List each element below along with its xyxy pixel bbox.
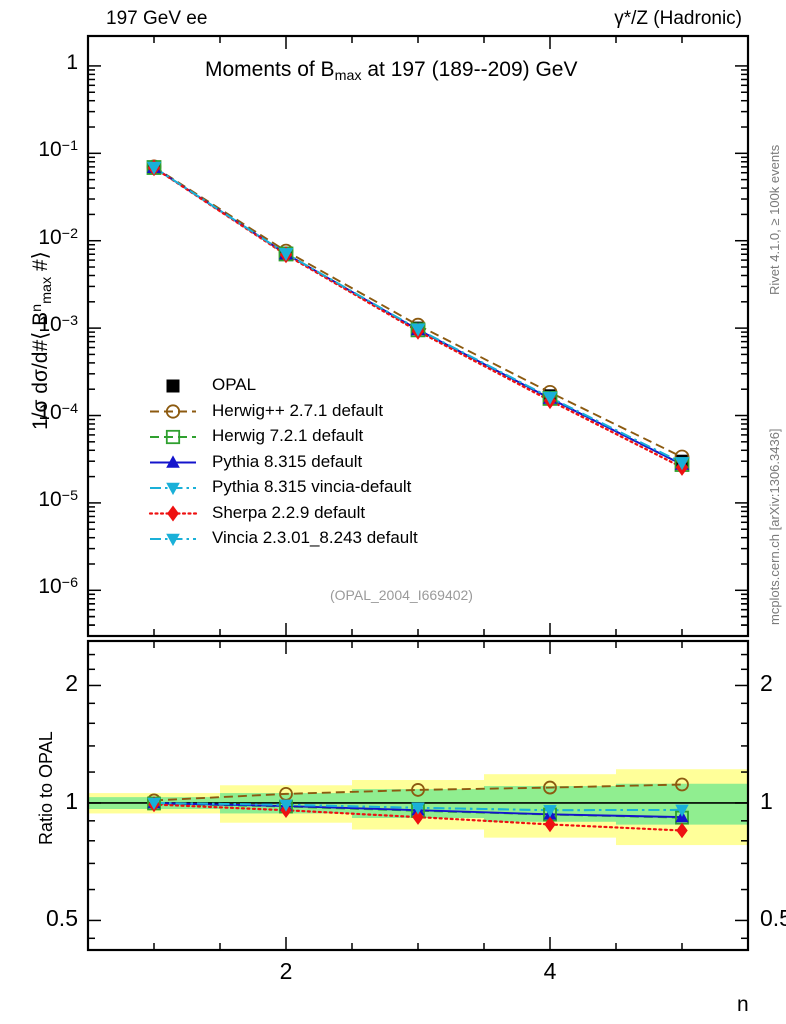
ratio-y-tick-label-left: 2: [65, 670, 78, 697]
rivet-version-note: Rivet 4.1.0, ≥ 100k events: [767, 144, 782, 295]
title-rest: at 197 (189--209) GeV: [361, 58, 578, 81]
data-marker: [544, 816, 556, 833]
ratio-y-tick-label-right: 2: [760, 670, 773, 697]
header-beam-energy: 197 GeV ee: [106, 8, 208, 29]
data-marker: [167, 505, 179, 522]
data-marker: [675, 804, 689, 817]
ratio-y-tick-label-right: 1: [760, 787, 773, 814]
data-marker: [412, 809, 424, 825]
legend-label-3: Herwig 7.2.1 default: [212, 426, 364, 445]
main-y-tick-label: 10−4: [38, 400, 78, 424]
series-line: [153, 166, 683, 458]
legend-label-1: OPAL: [212, 375, 257, 394]
legend-label-5: Pythia 8.315 vincia-default: [212, 477, 412, 496]
mcplots-reference-note: mcplots.cern.ch [arXiv:1306.3436]: [767, 428, 782, 625]
data-marker: [166, 533, 180, 547]
data-marker: [411, 802, 425, 815]
data-marker: [165, 429, 181, 445]
ylabel-suffix: #⟩: [29, 251, 52, 277]
x-tick-label: 4: [543, 958, 557, 984]
legend-label-7: Vincia 2.3.01_8.243 default: [212, 528, 418, 547]
data-marker: [166, 379, 180, 393]
title-text: Moments of B: [205, 58, 335, 81]
data-marker: [278, 248, 294, 262]
data-marker: [146, 161, 162, 175]
ratio-y-tick-label-left: 0.5: [46, 905, 78, 932]
main-y-tick-label: 10−6: [38, 575, 78, 599]
data-marker: [166, 455, 180, 468]
data-marker: [543, 805, 557, 818]
main-y-tick-label: 10−3: [38, 313, 78, 337]
data-marker: [542, 391, 558, 405]
ratio-y-tick-label-left: 1: [65, 787, 78, 814]
page-title: Moments of Bmax at 197 (189--209) GeV: [205, 58, 577, 84]
ylabel-subscript: max: [38, 276, 55, 304]
data-marker: [543, 780, 557, 795]
data-marker: [674, 457, 690, 471]
data-marker: [676, 822, 688, 839]
main-y-tick-label: 10−2: [38, 225, 78, 249]
header-process: γ*/Z (Hadronic): [614, 8, 742, 29]
dataset-watermark: (OPAL_2004_I669402): [330, 587, 473, 603]
title-subscript: max: [334, 67, 362, 84]
legend-label-4: Pythia 8.315 default: [212, 451, 363, 471]
series-line: [152, 166, 684, 469]
ratio-y-tick-label-right: 0.5: [760, 905, 786, 932]
series-line: [153, 783, 683, 802]
data-marker: [166, 482, 180, 496]
main-y-tick-label: 1: [66, 50, 78, 74]
legend-label-6: Sherpa 2.2.9 default: [212, 502, 366, 522]
x-axis-label: n: [737, 993, 749, 1016]
data-marker: [147, 797, 161, 810]
data-marker: [165, 404, 181, 419]
x-tick-label: 2: [279, 958, 293, 984]
data-marker: [411, 783, 425, 797]
ylabel-superscript: n: [29, 303, 46, 312]
main-y-tick-label: 10−5: [38, 487, 78, 511]
legend-label-2: Herwig++ 2.7.1 default: [212, 400, 384, 420]
main-y-tick-label: 10−1: [38, 138, 78, 162]
data-marker: [410, 323, 426, 337]
data-marker: [279, 799, 293, 812]
data-marker: [675, 777, 689, 792]
